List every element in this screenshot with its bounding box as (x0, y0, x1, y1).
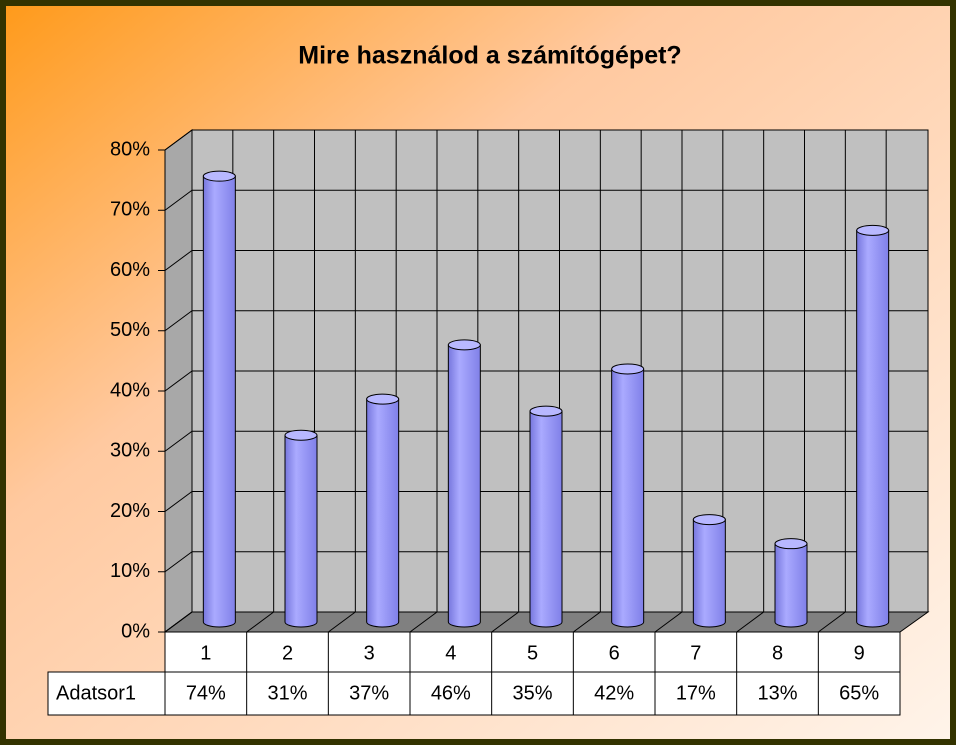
y-tick-label: 70% (110, 199, 150, 221)
bar (774, 543, 808, 628)
value-label: 13% (757, 682, 797, 704)
floor-line (246, 611, 274, 633)
value-label: 31% (267, 682, 307, 704)
bar (692, 519, 726, 628)
y-tick-label: 80% (110, 138, 150, 160)
value-label: 42% (594, 682, 634, 704)
bar (202, 175, 236, 628)
bar-top (366, 393, 400, 405)
bar-top (611, 363, 645, 375)
table-header-row (164, 631, 901, 673)
side-grid-line (164, 129, 193, 151)
value-label: 65% (839, 682, 879, 704)
bar (366, 398, 400, 628)
x-tick-label: 6 (609, 642, 620, 664)
x-tick-label: 7 (690, 642, 701, 664)
floor-line (818, 611, 846, 633)
x-tick-label: 1 (200, 642, 211, 664)
legend-label: Adatsor1 (56, 682, 136, 704)
y-tick-label: 40% (110, 379, 150, 401)
x-tick-label: 9 (854, 642, 865, 664)
bar-top (529, 405, 563, 417)
floor-line (164, 611, 193, 633)
chart-title: Mire használod a számítógépet? (298, 42, 681, 70)
y-tick-label: 50% (110, 319, 150, 341)
x-tick-label: 4 (445, 642, 456, 664)
bar (529, 410, 563, 628)
floor-line (654, 611, 683, 633)
x-tick-label: 2 (282, 642, 293, 664)
side-grid-line (164, 551, 193, 573)
side-grid-line (164, 370, 193, 392)
y-tick-label: 10% (110, 560, 150, 582)
bar-top (284, 429, 318, 441)
data-table (47, 631, 901, 716)
bar (284, 434, 318, 628)
side-grid-line (164, 430, 193, 452)
floor-line (491, 611, 519, 633)
side-grid-line (164, 491, 193, 512)
bar (611, 368, 645, 628)
x-tick-label: 8 (772, 642, 783, 664)
bar-top (774, 538, 808, 550)
floor-line (409, 611, 438, 633)
x-tick-label: 3 (364, 642, 375, 664)
value-label: 17% (676, 682, 716, 704)
y-tick-label: 0% (121, 620, 150, 642)
bar-top (202, 170, 236, 182)
y-tick-label: 60% (110, 259, 150, 281)
value-label: 37% (349, 682, 389, 704)
floor-line (573, 611, 601, 633)
x-tick-label: 5 (527, 642, 538, 664)
floor-line (736, 611, 764, 633)
side-grid-line (164, 310, 193, 332)
bar-top (856, 224, 890, 236)
bar-top (447, 339, 481, 351)
value-label: 74% (186, 682, 226, 704)
bar (447, 344, 481, 628)
value-label: 35% (512, 682, 552, 704)
y-tick-label: 30% (110, 440, 150, 462)
side-grid-line (164, 189, 193, 211)
value-label: 46% (431, 682, 471, 704)
y-tick-label: 20% (110, 500, 150, 522)
bar (856, 229, 890, 628)
floor-line (328, 611, 356, 633)
side-grid-line (164, 250, 193, 271)
table-value-row (47, 671, 901, 716)
bar-top (692, 514, 726, 526)
